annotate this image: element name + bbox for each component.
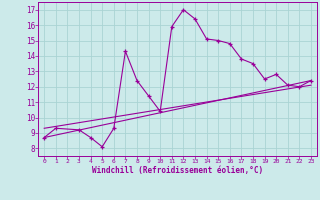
X-axis label: Windchill (Refroidissement éolien,°C): Windchill (Refroidissement éolien,°C) <box>92 166 263 175</box>
